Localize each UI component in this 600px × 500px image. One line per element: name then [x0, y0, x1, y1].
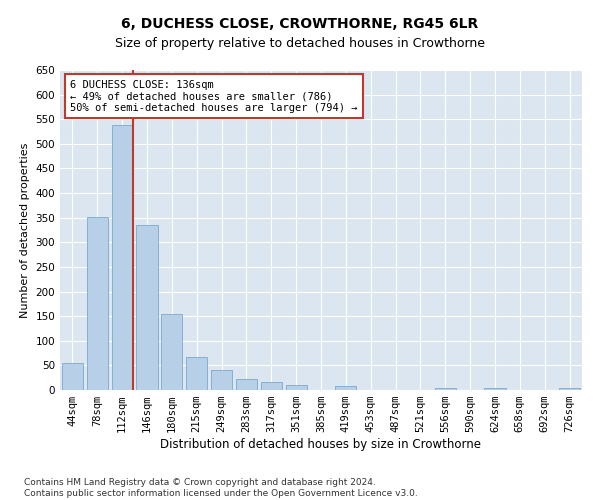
Bar: [484, 388, 506, 390]
Bar: [236, 379, 257, 390]
Bar: [112, 125, 133, 390]
Bar: [161, 314, 182, 390]
Text: Size of property relative to detached houses in Crowthorne: Size of property relative to detached ho…: [115, 38, 485, 51]
Bar: [335, 386, 356, 390]
Bar: [435, 388, 456, 390]
Bar: [286, 385, 307, 390]
X-axis label: Distribution of detached houses by size in Crowthorne: Distribution of detached houses by size …: [161, 438, 482, 451]
Y-axis label: Number of detached properties: Number of detached properties: [20, 142, 30, 318]
Text: Contains HM Land Registry data © Crown copyright and database right 2024.
Contai: Contains HM Land Registry data © Crown c…: [24, 478, 418, 498]
Bar: [87, 216, 108, 390]
Bar: [559, 388, 580, 390]
Bar: [186, 356, 207, 390]
Text: 6, DUCHESS CLOSE, CROWTHORNE, RG45 6LR: 6, DUCHESS CLOSE, CROWTHORNE, RG45 6LR: [121, 18, 479, 32]
Bar: [261, 382, 282, 390]
Text: 6 DUCHESS CLOSE: 136sqm
← 49% of detached houses are smaller (786)
50% of semi-d: 6 DUCHESS CLOSE: 136sqm ← 49% of detache…: [70, 80, 358, 113]
Bar: [62, 363, 83, 390]
Bar: [211, 370, 232, 390]
Bar: [136, 225, 158, 390]
